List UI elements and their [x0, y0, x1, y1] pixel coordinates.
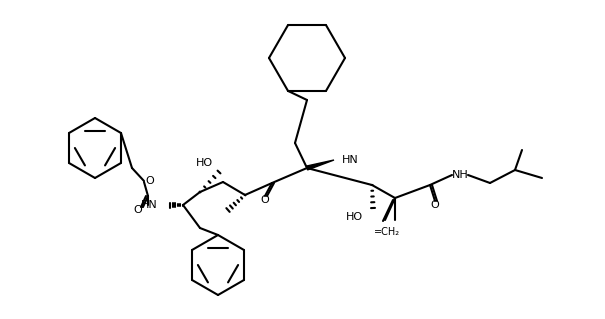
Text: NH: NH [451, 170, 468, 180]
Text: O: O [261, 195, 269, 205]
Text: HN: HN [141, 200, 158, 210]
Text: =CH₂: =CH₂ [374, 227, 400, 237]
Text: HO: HO [196, 158, 213, 168]
Text: O: O [134, 205, 142, 215]
Text: HN: HN [342, 155, 359, 165]
Polygon shape [306, 160, 334, 170]
Text: O: O [431, 200, 439, 210]
Text: HO: HO [346, 212, 363, 222]
Text: O: O [146, 176, 154, 186]
